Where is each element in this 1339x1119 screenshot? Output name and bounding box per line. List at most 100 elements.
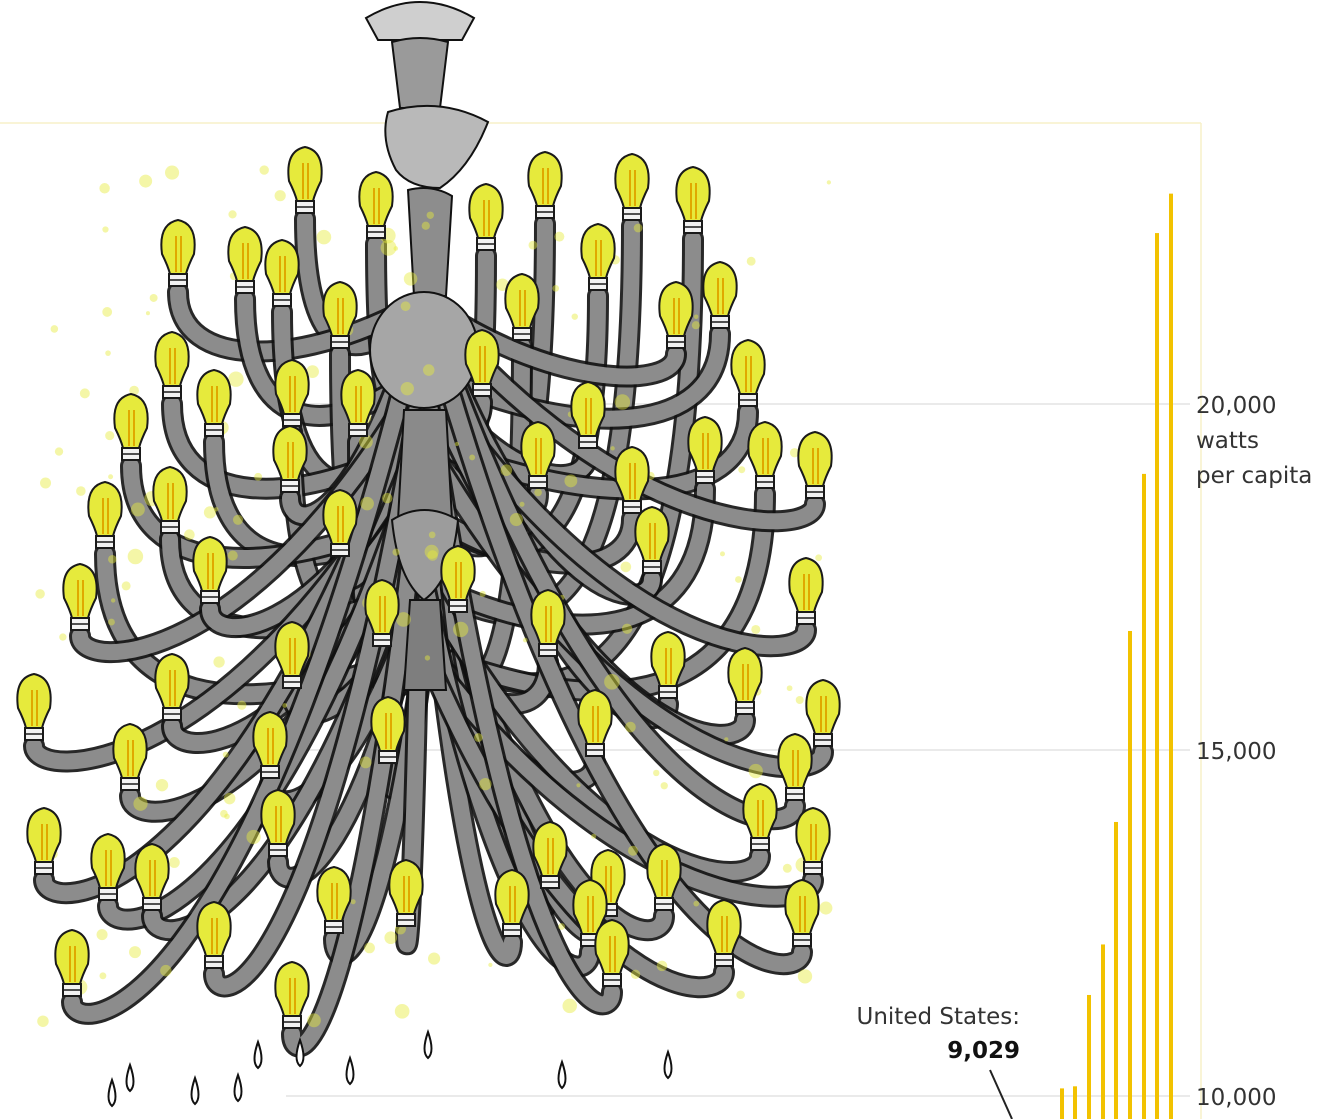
glow-dot: [108, 619, 115, 626]
glow-dot: [751, 625, 760, 634]
bulb-icon: [581, 224, 614, 290]
bulb-icon: [288, 147, 321, 213]
glow-dot: [384, 931, 397, 944]
bulb-icon: [63, 564, 96, 630]
bulb-glass: [615, 447, 648, 501]
bulb-glass: [275, 360, 308, 414]
bulb-glass: [785, 880, 818, 934]
bulb-glass: [155, 654, 188, 708]
glow-dot: [150, 294, 158, 302]
glow-dot: [108, 555, 117, 564]
glow-dot: [693, 901, 699, 907]
y-tick-label: 20,000: [1196, 393, 1276, 419]
bar: [1073, 1086, 1077, 1119]
glow-dot: [260, 165, 269, 174]
bulb-glass: [288, 147, 321, 201]
glow-dot: [480, 591, 486, 597]
bulb-glass: [317, 867, 350, 921]
bulb-glass: [197, 370, 230, 424]
bulb-icon: [676, 167, 709, 233]
bulb-glass: [635, 507, 668, 561]
bulb-icon: [806, 680, 839, 746]
glow-dot: [401, 301, 411, 311]
glow-dot: [228, 210, 236, 218]
drip: [127, 1065, 134, 1091]
bulb-glass: [688, 417, 721, 471]
glow-dot: [165, 166, 179, 180]
glow-dot: [724, 737, 728, 741]
glow-dot: [474, 733, 483, 742]
bulb-glass: [659, 282, 692, 336]
glow-dot: [529, 241, 538, 250]
bulb-glass: [63, 564, 96, 618]
glow-dot: [425, 655, 430, 660]
bulb-icon: [748, 422, 781, 488]
drip: [109, 1080, 116, 1106]
glow-dot: [237, 701, 246, 710]
glow-dot: [520, 502, 525, 507]
glow-dot: [815, 554, 822, 561]
glow-dot: [552, 285, 559, 292]
glow-dot: [351, 899, 356, 904]
bulb-glass: [275, 622, 308, 676]
glow-dot: [220, 810, 228, 818]
glow-dot: [455, 442, 459, 446]
bulb-glass: [806, 680, 839, 734]
glow-dot: [382, 493, 392, 503]
bulb-glass: [114, 394, 147, 448]
glow-dot: [735, 576, 742, 583]
bulb-icon: [27, 808, 60, 874]
bulb-glass: [27, 808, 60, 862]
bulb-glass: [17, 674, 50, 728]
glow-dot: [105, 431, 114, 440]
glow-dot: [131, 503, 145, 517]
bulb-glass: [528, 152, 561, 206]
glow-dot: [128, 549, 143, 564]
stem-top: [392, 38, 448, 108]
glow-dot: [827, 180, 831, 184]
glow-dot: [364, 942, 375, 953]
glow-dot: [796, 696, 804, 704]
glow-dot: [51, 325, 59, 333]
bar: [1155, 233, 1159, 1119]
glow-dot: [558, 923, 565, 930]
glow-dot: [657, 961, 668, 972]
glow-dot: [783, 864, 792, 873]
bulb-glass: [153, 467, 186, 521]
glow-dot: [139, 175, 152, 188]
glow-dot: [622, 624, 632, 634]
bulb-icon: [528, 152, 561, 218]
glow-dot: [554, 232, 564, 242]
bulb-icon: [197, 902, 230, 968]
glow-dot: [625, 722, 636, 733]
bulb-icon: [728, 648, 761, 714]
bulb-glass: [465, 330, 498, 384]
glow-dot: [720, 551, 725, 556]
bulb-glass: [91, 834, 124, 888]
glow-dot: [510, 513, 523, 526]
glow-dot: [427, 212, 434, 219]
bulb-glass: [647, 844, 680, 898]
annotation: United States: 9,029: [857, 1004, 1021, 1119]
bulb-icon: [155, 332, 188, 398]
bulb-glass: [193, 537, 226, 591]
glow-dot: [360, 757, 372, 769]
bulb-glass: [341, 370, 374, 424]
y-axis-ticks: 20,000 15,000 10,000 watts per capita: [1196, 393, 1312, 1111]
glow-dot: [99, 183, 109, 193]
glow-dot: [501, 464, 513, 476]
stem-bottom: [404, 600, 446, 690]
bulb-icon: [615, 447, 648, 513]
bulb-glass: [365, 580, 398, 634]
glow-dot: [479, 778, 491, 790]
glow-dot: [307, 1013, 321, 1027]
bulb-glass: [571, 382, 604, 436]
bulb-icon: [161, 220, 194, 286]
glow-dot: [819, 902, 832, 915]
glow-dot: [35, 589, 45, 599]
bulb-glass: [495, 870, 528, 924]
bulb-glass: [728, 648, 761, 702]
glow-dot: [428, 953, 440, 965]
glow-dot: [254, 473, 262, 481]
drip: [347, 1058, 354, 1084]
